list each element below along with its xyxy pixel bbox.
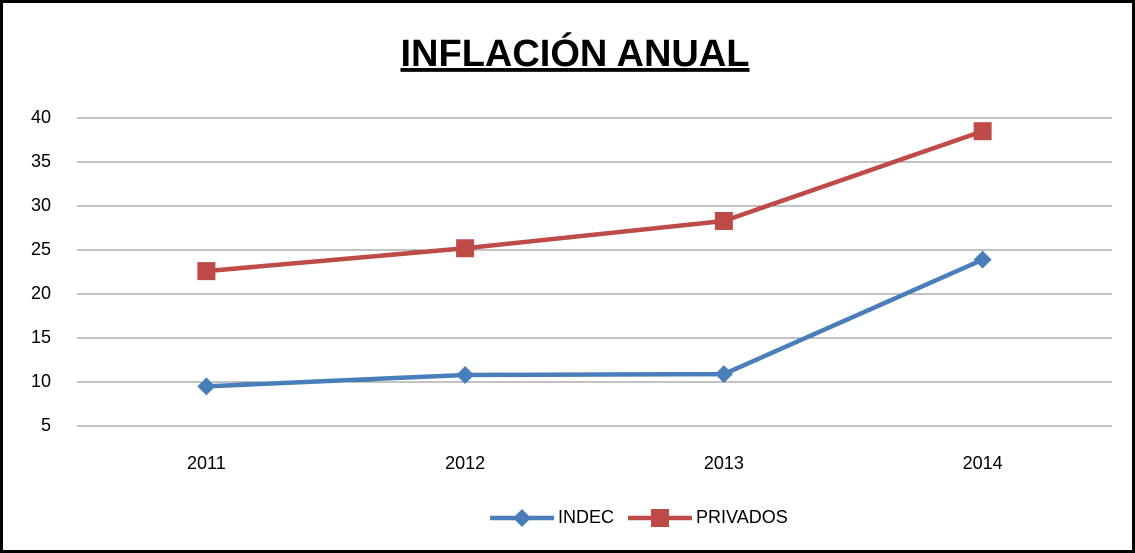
y-tick-label: 25 xyxy=(31,239,51,259)
x-tick-label: 2014 xyxy=(963,453,1003,473)
chart-title: INFLACIÓN ANUAL xyxy=(401,31,750,75)
y-tick-label: 30 xyxy=(31,195,51,215)
data-point xyxy=(973,122,992,141)
data-point xyxy=(714,211,733,230)
x-tick-label: 2012 xyxy=(445,453,485,473)
series-line xyxy=(206,129,984,274)
y-tick-label: 10 xyxy=(31,371,51,391)
legend-label: PRIVADOS xyxy=(696,507,788,527)
data-point xyxy=(197,262,216,281)
x-tick-label: 2013 xyxy=(704,453,744,473)
data-point xyxy=(714,365,733,384)
y-tick-label: 5 xyxy=(41,415,51,435)
y-tick-label: 15 xyxy=(31,327,51,347)
series-line xyxy=(206,257,984,389)
data-point xyxy=(973,250,992,269)
legend-label: INDEC xyxy=(558,507,614,527)
legend-marker xyxy=(651,509,670,527)
y-tick-label: 20 xyxy=(31,283,51,303)
legend-marker xyxy=(513,509,531,527)
x-tick-label: 2011 xyxy=(187,453,226,473)
data-point xyxy=(197,377,216,396)
y-tick-label: 40 xyxy=(31,107,51,127)
y-tick-label: 35 xyxy=(31,151,51,171)
data-point xyxy=(456,239,475,258)
data-point xyxy=(456,365,475,384)
